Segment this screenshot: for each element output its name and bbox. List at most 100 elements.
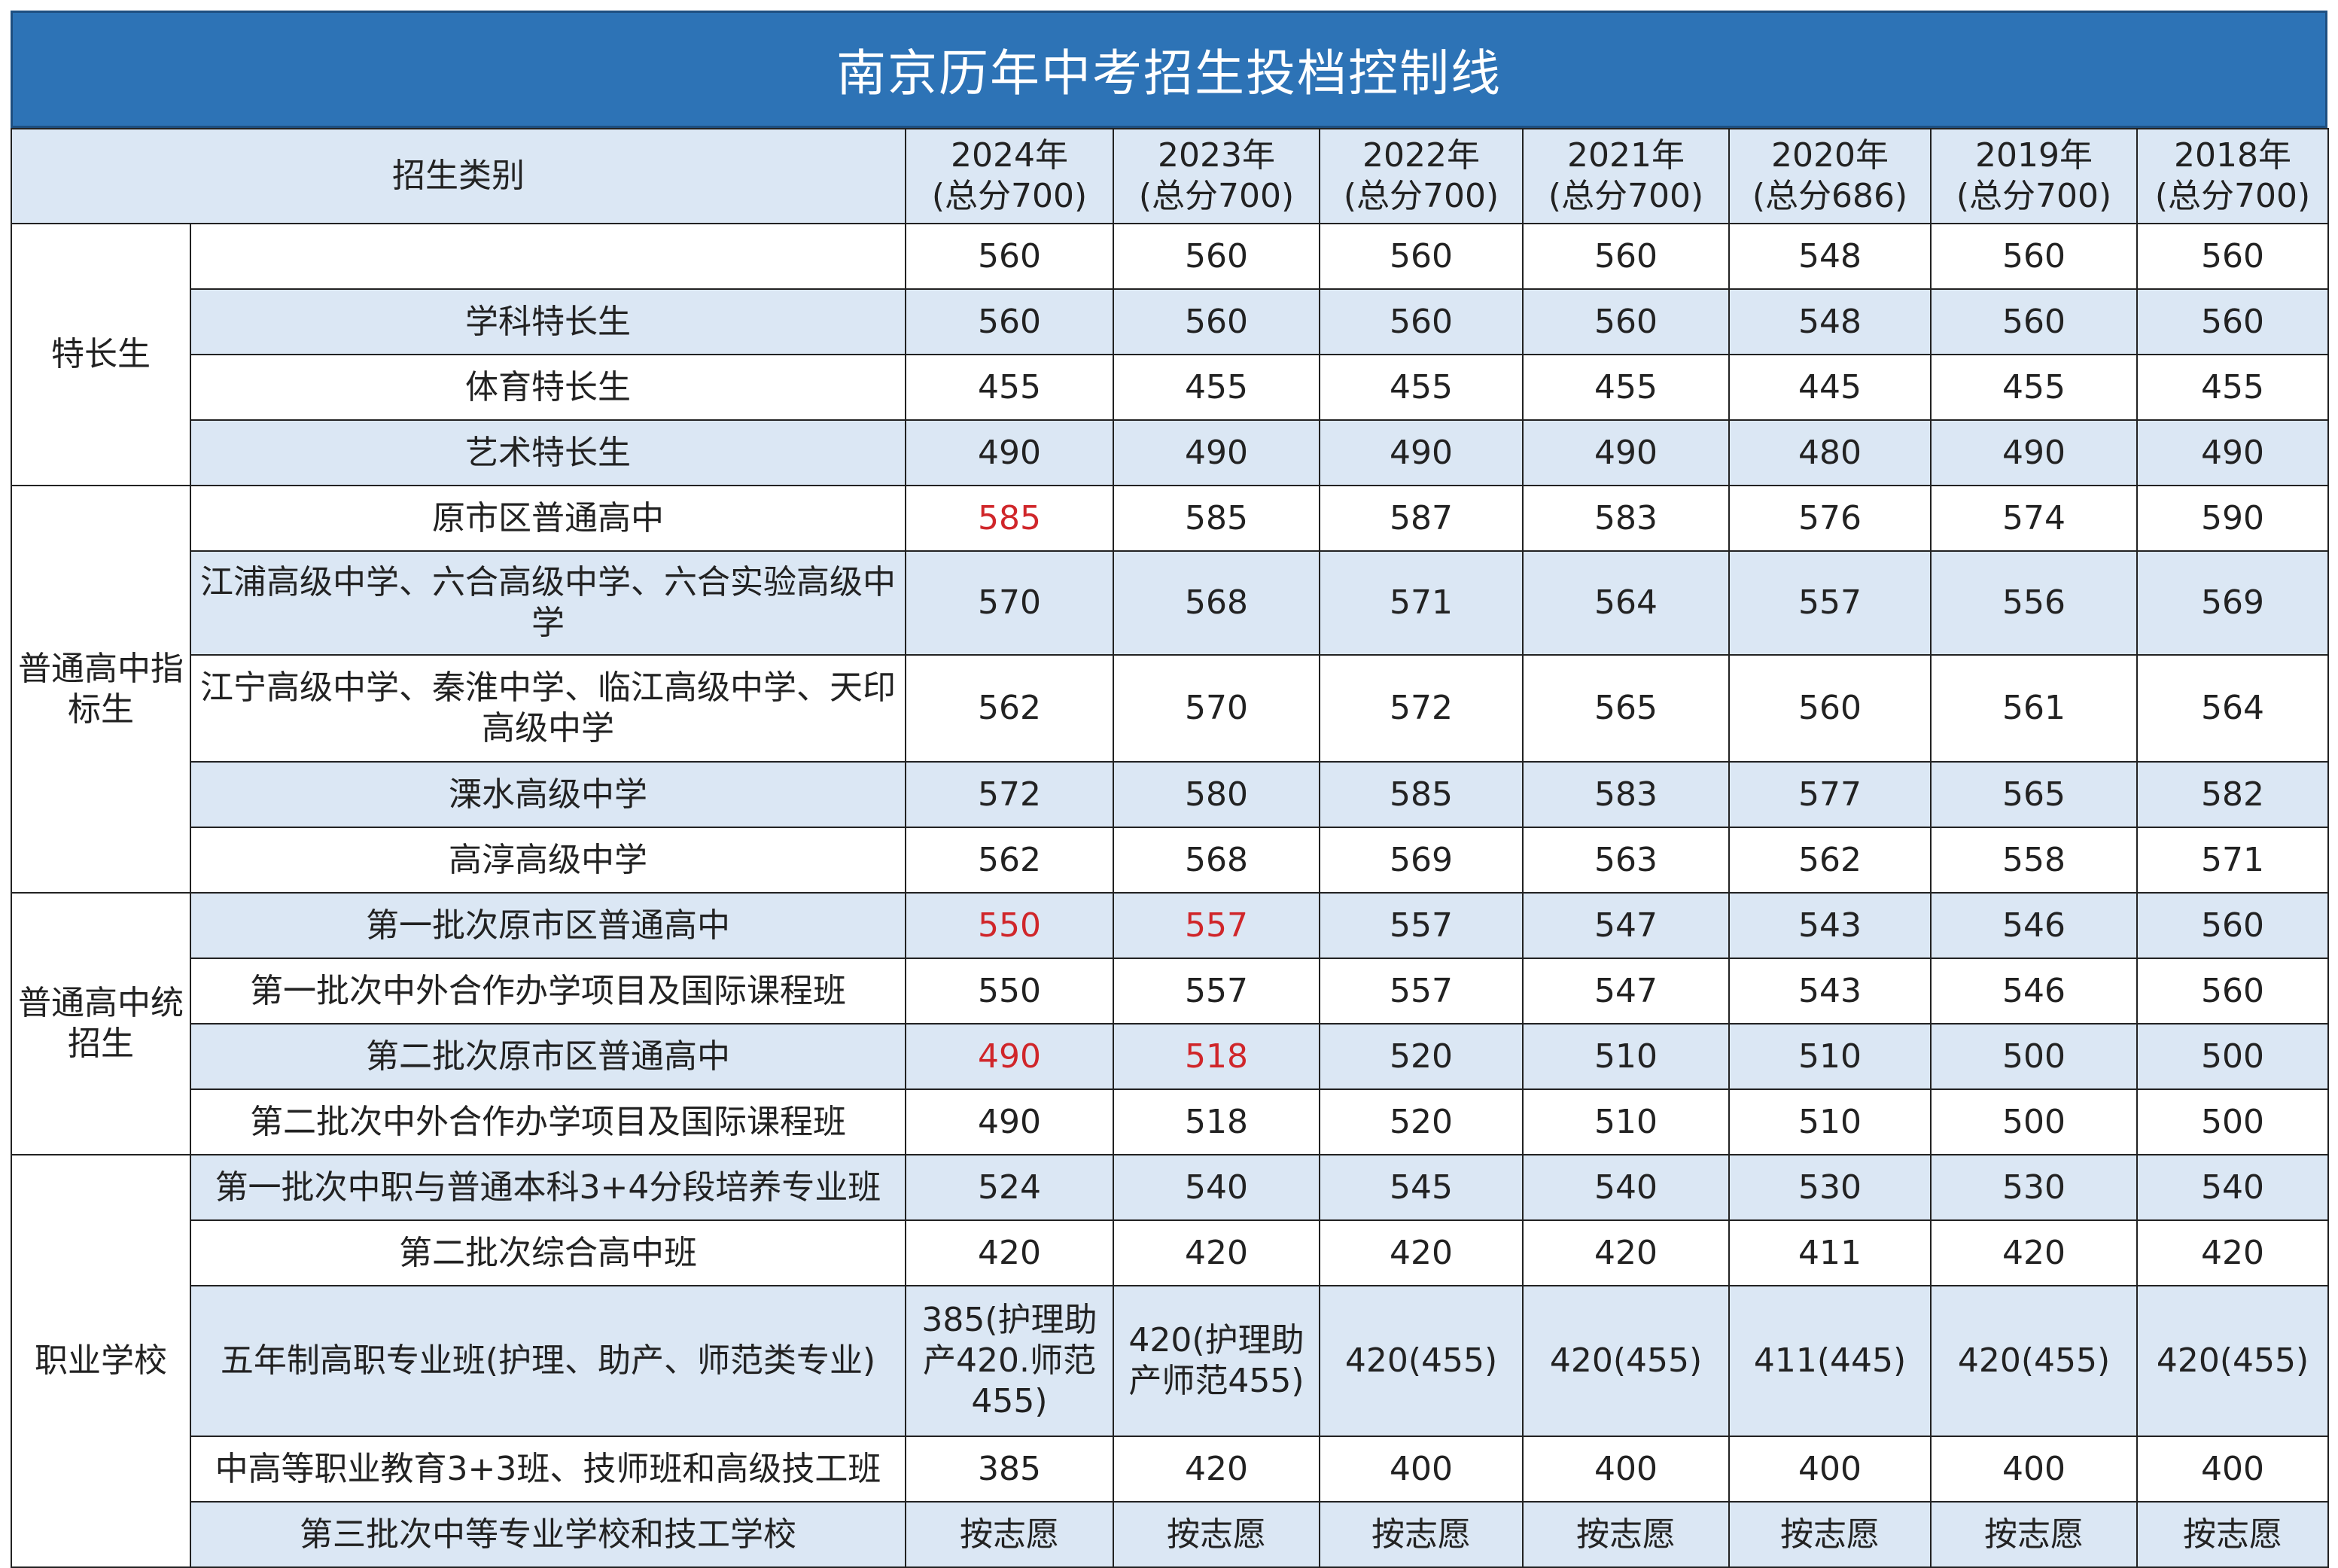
- score-cell: 400: [1522, 1436, 1730, 1503]
- score-cell: 568: [1113, 550, 1320, 656]
- score-cell: 570: [1113, 654, 1320, 763]
- score-cell: 510: [1522, 1088, 1730, 1155]
- score-cell: 400: [1728, 1436, 1932, 1503]
- score-cell: 590: [2136, 485, 2329, 552]
- score-cell: 585: [1319, 761, 1524, 828]
- score-cell: 546: [1930, 958, 2138, 1025]
- row-category-label: [190, 223, 906, 290]
- score-cell: 420(护理助产师范455): [1113, 1285, 1320, 1437]
- score-cell: 548: [1728, 223, 1932, 290]
- score-cell: 500: [1930, 1023, 2138, 1090]
- score-cell: 411(445): [1728, 1285, 1932, 1437]
- score-cell: 520: [1319, 1023, 1524, 1090]
- row-category-label: 第二批次中外合作办学项目及国际课程班: [190, 1088, 906, 1155]
- score-cell: 560: [905, 223, 1114, 290]
- row-category-label: 学科特长生: [190, 288, 906, 355]
- score-cell: 580: [1113, 761, 1320, 828]
- score-cell: 560: [1522, 223, 1730, 290]
- score-cell: 411: [1728, 1219, 1932, 1286]
- score-cell: 557: [1319, 892, 1524, 959]
- score-cell: 585: [1113, 485, 1320, 552]
- header-row: 招生类别 2024年 (总分700) 2023年 (总分700) 2022年 (总分7…: [11, 128, 2329, 224]
- score-cell: 557: [1319, 958, 1524, 1025]
- year-header: 2023年 (总分700): [1113, 128, 1320, 224]
- score-cell: 571: [2136, 827, 2329, 894]
- score-cell: 563: [1522, 827, 1730, 894]
- score-cell: 520: [1319, 1088, 1524, 1155]
- score-cell: 550: [905, 892, 1114, 959]
- table-row: 第一批次中外合作办学项目及国际课程班 550 557 557 547 543 546 560: [11, 958, 2329, 1025]
- score-cell: 557: [1113, 892, 1320, 959]
- score-cell: 490: [2136, 419, 2329, 486]
- score-cell: 560: [2136, 892, 2329, 959]
- score-cell: 490: [905, 1088, 1114, 1155]
- table-row: 第二批次综合高中班 420 420 420 420 411 420 420: [11, 1219, 2329, 1286]
- score-cell: 490: [1319, 419, 1524, 486]
- score-cell: 490: [1522, 419, 1730, 486]
- score-cell: 500: [2136, 1023, 2329, 1090]
- table-row: 体育特长生 455 455 455 455 445 455 455: [11, 354, 2329, 421]
- score-cell: 按志愿: [1522, 1501, 1730, 1568]
- score-cell: 550: [905, 958, 1114, 1025]
- score-cell: 490: [1113, 419, 1320, 486]
- table-row: 江宁高级中学、秦淮中学、临江高级中学、天印高级中学 562 570 572 565 560…: [11, 654, 2329, 763]
- score-cell: 548: [1728, 288, 1932, 355]
- score-cell: 500: [2136, 1088, 2329, 1155]
- score-cell: 557: [1113, 958, 1320, 1025]
- year-header: 2021年 (总分700): [1522, 128, 1730, 224]
- score-cell: 547: [1522, 892, 1730, 959]
- row-category-label: 溧水高级中学: [190, 761, 906, 828]
- score-cell: 400: [2136, 1436, 2329, 1503]
- score-cell: 530: [1930, 1154, 2138, 1221]
- score-cell: 按志愿: [1113, 1501, 1320, 1568]
- table-row: 溧水高级中学 572 580 585 583 577 565 582: [11, 761, 2329, 828]
- score-cell: 455: [1522, 354, 1730, 421]
- score-cell: 558: [1930, 827, 2138, 894]
- score-cell: 按志愿: [1728, 1501, 1932, 1568]
- score-cell: 572: [1319, 654, 1524, 763]
- score-cell: 490: [905, 1023, 1114, 1090]
- table-row: 职业学校 第一批次中职与普通本科3+4分段培养专业班 524 540 545 540 530…: [11, 1154, 2329, 1568]
- row-category-label: 第三批次中等专业学校和技工学校: [190, 1501, 906, 1568]
- row-category-label: 五年制高职专业班(护理、助产、师范类专业): [190, 1285, 906, 1437]
- score-cell: 547: [1522, 958, 1730, 1025]
- row-category-label: 第二批次综合高中班: [190, 1219, 906, 1286]
- table-row: 学科特长生 560 560 560 560 548 560 560: [11, 288, 2329, 355]
- score-cell: 565: [1522, 654, 1730, 763]
- score-cell: 455: [1113, 354, 1320, 421]
- table-row: 第二批次中外合作办学项目及国际课程班 490 518 520 510 510 500 500: [11, 1088, 2329, 1155]
- score-cell: 585: [905, 485, 1114, 552]
- score-cell: 562: [905, 827, 1114, 894]
- score-cell: 561: [1930, 654, 2138, 763]
- table-body: 特长生 560 560 560 560 548 560 560 学科特长生 560 560 560 56…: [11, 223, 2329, 1568]
- table-row: 第二批次原市区普通高中 490 518 520 510 510 500 500: [11, 1023, 2329, 1090]
- score-cell: 577: [1728, 761, 1932, 828]
- score-table: 招生类别 2024年 (总分700) 2023年 (总分700) 2022年 (总分7…: [11, 128, 2329, 1568]
- score-cell: 420: [1522, 1219, 1730, 1286]
- score-cell: 562: [1728, 827, 1932, 894]
- score-cell: 565: [1930, 761, 2138, 828]
- year-header: 2024年 (总分700): [905, 128, 1114, 224]
- row-category-label: 艺术特长生: [190, 419, 906, 486]
- year-header: 2020年 (总分686): [1728, 128, 1932, 224]
- row-category-label: 中高等职业教育3+3班、技师班和高级技工班: [190, 1436, 906, 1503]
- row-category-label: 江浦高级中学、六合高级中学、六合实验高级中学: [190, 550, 906, 656]
- score-cell: 420(455): [2136, 1285, 2329, 1437]
- row-category-label: 第一批次原市区普通高中: [190, 892, 906, 959]
- score-cell: 400: [1930, 1436, 2138, 1503]
- score-cell: 按志愿: [1930, 1501, 2138, 1568]
- score-cell: 560: [1113, 288, 1320, 355]
- score-cell: 546: [1930, 892, 2138, 959]
- score-cell: 530: [1728, 1154, 1932, 1221]
- score-cell: 543: [1728, 892, 1932, 959]
- score-cell: 574: [1930, 485, 2138, 552]
- table-row: 艺术特长生 490 490 490 490 480 490 490: [11, 419, 2329, 486]
- score-cell: 564: [2136, 654, 2329, 763]
- table-row: 第三批次中等专业学校和技工学校 按志愿 按志愿 按志愿 按志愿 按志愿 按志愿 按志愿: [11, 1501, 2329, 1568]
- row-category-label: 体育特长生: [190, 354, 906, 421]
- row-category-label: 第一批次中外合作办学项目及国际课程班: [190, 958, 906, 1025]
- score-cell: 510: [1522, 1023, 1730, 1090]
- score-cell: 400: [1319, 1436, 1524, 1503]
- score-cell: 455: [905, 354, 1114, 421]
- score-cell: 510: [1728, 1088, 1932, 1155]
